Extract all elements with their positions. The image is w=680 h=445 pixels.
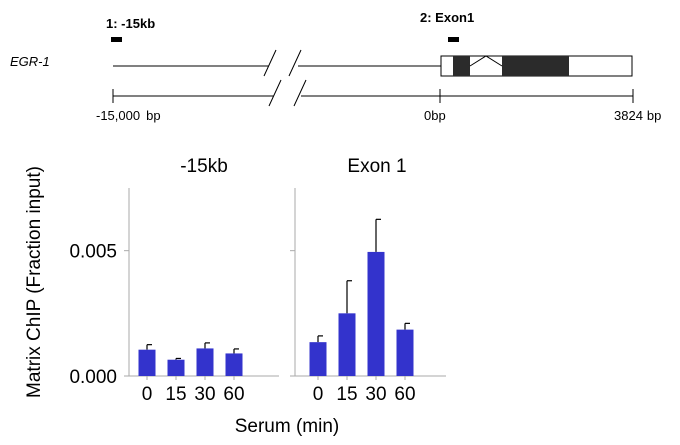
bar-1-30 (367, 251, 385, 376)
bar-0-0 (138, 349, 156, 376)
probe2-label: 2: Exon1 (420, 10, 474, 25)
scale-right-label: 3824 bp (614, 108, 661, 123)
probe1-label: 1: -15kb (106, 16, 155, 31)
exon-2 (502, 56, 569, 76)
bar-1-0 (309, 342, 327, 376)
x-tick-label: 15 (336, 384, 357, 405)
panel-title: Exon 1 (347, 156, 406, 177)
exon-1 (453, 56, 470, 76)
panel-title: -15kb (180, 156, 228, 177)
x-tick-label: 60 (223, 384, 244, 405)
y-tick-label: 0.005 (69, 242, 117, 263)
bar-0-60 (225, 353, 243, 376)
bar-1-60 (396, 329, 414, 376)
probe2-marker (448, 37, 459, 42)
panel-exon-1: Exon 1 0 15 30 60 (290, 156, 446, 405)
bar-0-15 (167, 359, 185, 376)
chart: Matrix ChIP (Fraction input) Serum (min)… (24, 156, 446, 437)
intron (469, 55, 503, 67)
break-mark-2b (293, 79, 307, 107)
x-tick-label: 0 (142, 384, 153, 405)
bar-1-15 (338, 313, 356, 376)
break-mark-2a (268, 79, 282, 107)
scale-left-label: -15,000 bp (96, 108, 161, 123)
y-axis-label: Matrix ChIP (Fraction input) (24, 166, 45, 398)
break-mark-1b (288, 49, 302, 77)
bar-0-30 (196, 348, 214, 376)
x-tick-label: 60 (394, 384, 415, 405)
gene-name: EGR-1 (10, 54, 50, 69)
scale-mid-label: 0bp (424, 108, 446, 123)
x-tick-label: 15 (165, 384, 186, 405)
y-axis: 0.000 0.005 (69, 242, 129, 388)
panel-minus-15kb: -15kb 0 15 30 60 (128, 156, 279, 405)
x-axis-label: Serum (min) (235, 416, 340, 437)
x-tick-label: 30 (194, 384, 215, 405)
gene-map: 1: -15kb 2: Exon1 EGR-1 -15,000 bp 0bp 38… (10, 10, 661, 123)
break-mark-1a (263, 49, 277, 77)
probe1-marker (111, 37, 122, 42)
y-tick-label: 0.000 (69, 367, 117, 388)
x-tick-label: 0 (313, 384, 324, 405)
x-tick-label: 30 (365, 384, 386, 405)
